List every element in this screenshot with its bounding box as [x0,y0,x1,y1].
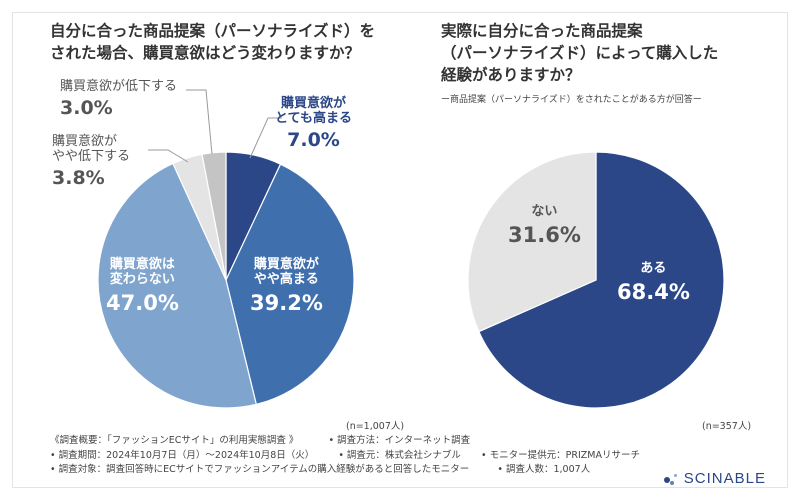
left-title-line1: 自分に合った商品提案（パーソナライズド）を [50,22,376,40]
label-very-increase: 購買意欲が とても高まる 7.0% [275,96,352,152]
footer-row-2: • 調査期間：2024年10月7日（月）〜2024年10月8日（火） • 調査元… [50,449,640,464]
right-title-line1: 実際に自分に合った商品提案 [441,22,643,40]
label-decrease-line1: 購買意欲が低下する [60,79,178,94]
right-n-label: (n=357人) [702,421,752,432]
label-no-change-line2: 変わらない [109,271,175,287]
label-no-change-line1: 購買意欲は [109,257,175,272]
brand-logo: SCINABLE [663,470,766,487]
label-no: ない 31.6% [508,204,581,247]
label-somewhat-decrease-line2: やや低下する [52,148,131,164]
footer-survey-title: 《調査概要：「ファッションECサイト」の利用実態調査 》 [50,435,299,446]
footer-period: • 調査期間：2024年10月7日（月）〜2024年10月8日（火） [50,449,315,461]
label-very-increase-line2: とても高まる [275,110,352,126]
label-decrease: 購買意欲が低下する 3.0% [60,79,178,120]
footer-source: • 調査元：株式会社シナブル [338,449,461,461]
leader-lines [148,89,282,163]
figure-frame [12,12,788,488]
brand-name: SCINABLE [683,470,766,487]
footer-row-1: 《調査概要：「ファッションECサイト」の利用実態調査 》 • 調査方法：インター… [50,434,640,449]
left-n-label: (n=1,007人) [346,421,405,432]
leader-somewhat-decrease [148,149,189,163]
slice-somewhat-increase [225,163,355,406]
label-somewhat-increase-line2: やや高まる [253,271,319,287]
leader-very-increase [249,117,282,159]
left-pie [97,151,355,409]
label-yes: ある 68.4% [617,261,690,304]
leader-decrease [186,89,213,155]
label-yes-text: ある [640,261,667,276]
right-subnote: ー商品提案（パーソナライズド）をされたことがある方が回答ー [441,95,702,105]
right-title-line3: 経験がありますか？ [441,66,581,84]
slice-yes [478,151,725,409]
survey-footer: 《調査概要：「ファッションECサイト」の利用実態調査 》 • 調査方法：インター… [50,434,640,478]
label-no-change-pct: 47.0% [106,290,179,315]
logo-mark-icon [663,473,678,485]
right-pie [467,151,725,409]
label-no-change: 購買意欲は 変わらない 47.0% [106,257,179,315]
label-somewhat-increase-pct: 39.2% [250,290,323,315]
label-no-pct: 31.6% [508,222,581,247]
slice-no [467,151,597,333]
footer-target: • 調査対象：調査回答時にECサイトでファッションアイテムの購入経験があると回答… [50,464,470,475]
footer-row-3: • 調査対象：調査回答時にECサイトでファッションアイテムの購入経験があると回答… [50,463,640,478]
label-very-increase-pct: 7.0% [287,128,340,151]
left-title-line2: された場合、購買意欲はどう変わりますか？ [50,44,361,62]
label-no-text: ない [531,204,558,219]
label-yes-pct: 68.4% [617,279,690,304]
slice-decrease [201,151,227,281]
footer-provider: • モニター提供元：PRIZMAリサーチ [481,449,640,461]
label-very-increase-line1: 購買意欲が [280,96,346,111]
footer-count: • 調査人数：1,007人 [497,464,591,475]
label-somewhat-decrease: 購買意欲が やや低下する 3.8% [52,134,131,190]
label-somewhat-decrease-pct: 3.8% [52,166,105,189]
right-title-line2: （パーソナライズド）によって購入した [441,44,719,62]
footer-method: • 調査方法：インターネット調査 [328,435,471,446]
slice-no-change [97,162,257,409]
right-chart-title: 実際に自分に合った商品提案 （パーソナライズド）によって購入した 経験があります… [441,20,718,86]
label-somewhat-increase: 購買意欲が やや高まる 39.2% [250,257,323,315]
label-somewhat-decrease-line1: 購買意欲が [52,134,118,149]
left-chart-title: 自分に合った商品提案（パーソナライズド）を された場合、購買意欲はどう変わります… [50,20,375,64]
label-somewhat-increase-line1: 購買意欲が [253,257,319,272]
label-decrease-pct: 3.0% [60,96,113,119]
